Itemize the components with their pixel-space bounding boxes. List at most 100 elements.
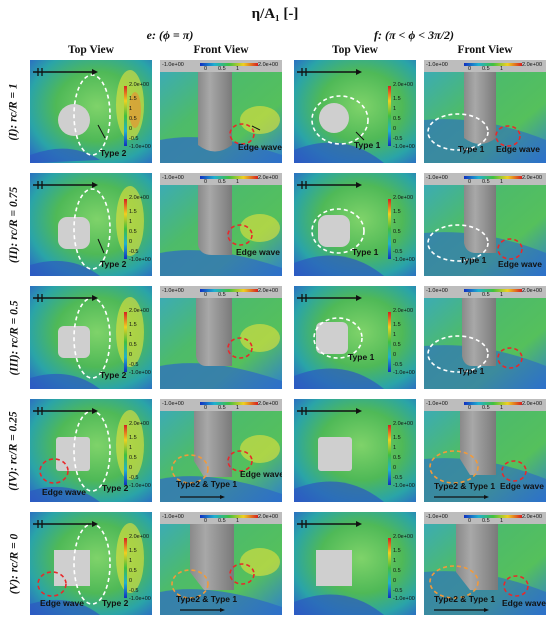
row-label-2: (II): rc/R = 0.75 [8,186,20,263]
colorbar-top-tick: 1 [236,292,240,298]
colorbar-top-tick: 1 [500,518,504,524]
colorbar-max: 2.0e+00 [129,195,150,201]
colorbar-max: 2.0e+00 [258,62,279,68]
colorbar-tick: 1 [129,332,133,338]
annotation-edge-wave: Edge wave [502,598,546,608]
colorbar-max: 2.0e+00 [129,421,150,427]
colorbar-min: -1.0e+00 [129,596,151,602]
panel-r5-top-e: 2.0e+00 1.5 1 0.5 0 -0.5 -1.0e+00 Edge w… [30,512,152,615]
colorbar-min: -1.0e+00 [393,257,415,263]
colorbar-max: 2.0e+00 [129,534,150,540]
colorbar-min: -1.0e+00 [393,144,415,150]
annotation-type2-type1: Type2 & Type 1 [434,481,496,491]
panel-r4-front-f: -1.0e+00 0 0.5 1 2.0e+00 Type2 & Type 1 … [424,399,546,502]
annotation-type1: Type 1 [458,144,485,154]
colorbar-tick: 1 [129,219,133,225]
colorbar-tick: 0.5 [129,568,137,574]
panel-r3-top-e: 2.0e+00 1.5 1 0.5 0 -0.5 -1.0e+00 Type 2 [30,286,152,389]
colorbar-tick: -0.5 [393,249,403,255]
annotation-edge-wave: Edge wave [498,259,542,269]
colorbar-tick: 0.5 [393,342,401,348]
colorbar-top-tick: 0.5 [482,292,490,298]
colorbar-tick: 1.5 [129,548,137,554]
colorbar-max: 2.0e+00 [258,175,279,181]
annotation-type2: Type 2 [100,148,127,158]
colorbar-top-tick: 0 [468,518,472,524]
colorbar-tick: -0.5 [393,588,403,594]
annotation-edge-wave: Edge wave [236,247,280,257]
colorbar-min: -1.0e+00 [426,514,448,520]
colorbar-tick: 1 [129,106,133,112]
column-header-top-view-e: Top View [68,44,114,56]
annotation-edge-wave: Edge wave [238,142,282,152]
colorbar-top-tick: 0.5 [482,518,490,524]
column-header-front-view-e: Front View [193,44,249,56]
colorbar-min: -1.0e+00 [162,175,184,181]
panel-r4-front-e: -1.0e+00 0 0.5 1 2.0e+00 Type2 & Type 1 … [160,399,282,502]
colorbar-tick: -0.5 [129,475,139,481]
colorbar-top-tick: 1 [236,66,240,72]
colorbar-top-tick: 1 [500,179,504,185]
annotation-type1: Type 1 [458,366,485,376]
colorbar-tick: 0 [129,352,133,358]
colorbar-max: 2.0e+00 [393,195,414,201]
colorbar-tick: 1 [129,445,133,451]
colorbar-max: 2.0e+00 [129,82,150,88]
colorbar-top-tick: 1 [500,292,504,298]
row-label-3: (III): rc/R = 0.5 [8,300,21,375]
column-header-top-view-f: Top View [332,44,378,56]
annotation-type2-type1: Type2 & Type 1 [176,479,238,489]
colorbar-tick: 1 [393,558,397,564]
colorbar-tick: 1 [393,332,397,338]
colorbar-tick: -0.5 [129,362,139,368]
annotation-type1: Type 1 [460,255,487,265]
panel-r1-top-e: 2.0e+00 1.5 1 0.5 0 -0.5 -1.0e+00 Type 2 [30,60,152,163]
annotation-type1: Type 1 [354,140,381,150]
row-label-5: (V): rc/R = 0 [8,533,21,594]
colorbar-tick: 0 [129,465,133,471]
colorbar-top-tick: 0 [204,66,208,72]
annotation-edge-wave: Edge wave [500,481,544,491]
annotation-type2-type1: Type2 & Type 1 [176,594,238,604]
row-label-1: (I): rc/R = 1 [8,82,20,141]
colorbar-min: -1.0e+00 [129,257,151,263]
colorbar-tick: 0 [393,352,397,358]
colorbar-tick: 0.5 [129,455,137,461]
colorbar-min: -1.0e+00 [162,401,184,407]
colorbar-min: -1.0e+00 [162,62,184,68]
colorbar-tick: 1.5 [129,322,137,328]
colorbar-tick: -0.5 [393,362,403,368]
annotation-type2: Type 2 [102,598,129,608]
phase-label-e: e: (ϕ = π) [146,28,194,42]
colorbar-tick: 0.5 [393,568,401,574]
panel-r2-top-f: 2.0e+00 1.5 1 0.5 0 -0.5 -1.0e+00 Type 1 [294,173,416,276]
annotation-type1: Type 1 [352,247,379,257]
colorbar-min: -1.0e+00 [162,288,184,294]
colorbar-top-tick: 1 [236,405,240,411]
colorbar-tick: 1.5 [393,96,401,102]
colorbar-max: 2.0e+00 [393,308,414,314]
annotation-type2: Type 2 [102,483,129,493]
colorbar-top-tick: 1 [236,518,240,524]
colorbar-min: -1.0e+00 [162,514,184,520]
colorbar-max: 2.0e+00 [522,514,543,520]
colorbar-tick: 1.5 [393,209,401,215]
colorbar-tick: -0.5 [129,588,139,594]
row-label-4: (IV): rc/R = 0.25 [8,410,21,491]
annotation-type2-type1: Type2 & Type 1 [434,594,496,604]
colorbar-min: -1.0e+00 [393,483,415,489]
panel-r1-front-e: -1.0e+00 0 0.5 1 2.0e+00 Edge wave [160,60,282,163]
annotation-edge-wave: Edge wave [42,487,86,497]
colorbar-top-tick: 0 [204,179,208,185]
colorbar-top-tick: 0 [468,405,472,411]
colorbar-tick: 0 [393,239,397,245]
colorbar-tick: 1 [393,445,397,451]
colorbar-max: 2.0e+00 [129,308,150,314]
figure-title: η/A₁ [-] [251,6,299,22]
colorbar-tick: 1.5 [129,209,137,215]
colorbar-tick: -0.5 [393,136,403,142]
panel-r5-front-e: -1.0e+00 0 0.5 1 2.0e+00 Type2 & Type 1 [160,512,282,615]
colorbar-top-tick: 0.5 [218,66,226,72]
colorbar-min: -1.0e+00 [129,483,151,489]
colorbar-top-tick: 0 [468,179,472,185]
